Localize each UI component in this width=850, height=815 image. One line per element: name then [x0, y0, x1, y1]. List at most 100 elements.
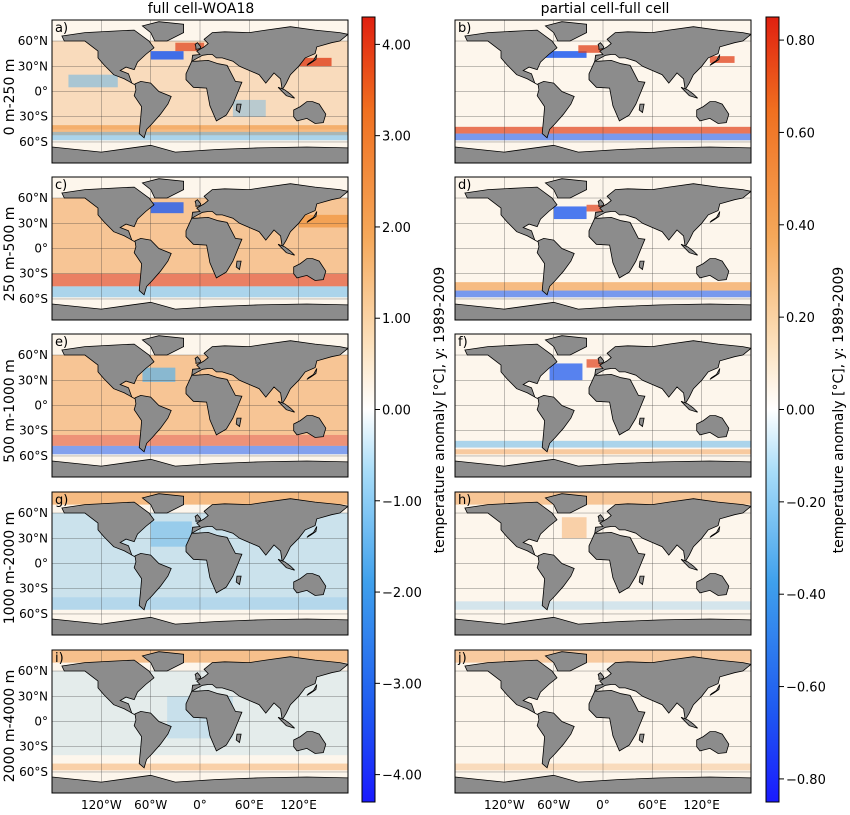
land-mass [594, 656, 751, 721]
land-mass [455, 774, 751, 793]
map-panel: c) 60°N 30°N 0° 30°S 60°S [18, 176, 349, 321]
land-mass [306, 54, 318, 66]
land-mass [709, 526, 721, 538]
land-mass [536, 552, 575, 611]
land-mass [696, 731, 730, 754]
land-mass [133, 710, 172, 769]
land-mass [52, 458, 348, 477]
land-mass [638, 733, 645, 744]
row-label-3: 1000 m-2000 m [2, 512, 18, 625]
lat-tick-label: 30°S [19, 740, 48, 754]
land-mass [133, 552, 172, 611]
lat-tick-label: 30°S [19, 582, 48, 596]
land-mass [185, 216, 243, 279]
land-mass [293, 101, 327, 124]
land-mass [235, 733, 242, 744]
panel-frame [454, 491, 752, 636]
lat-tick-label: 60°S [19, 765, 48, 779]
panel-frame [51, 19, 349, 164]
land-mass [594, 498, 751, 563]
panel-letter: g) [55, 493, 68, 508]
anomaly-band [68, 74, 118, 88]
land-mass [597, 199, 605, 207]
land-mass [61, 659, 155, 716]
anomaly-band [586, 359, 603, 368]
colorbar-left-gradient [361, 16, 376, 803]
colorbar-tick-label: 3.00 [382, 130, 411, 145]
panel-letter: c) [55, 178, 67, 193]
colorbar-tick-label: 0.00 [382, 404, 411, 419]
anomaly-band [150, 521, 192, 547]
land-mass [455, 144, 751, 163]
panel-frame [454, 176, 752, 321]
panel-letter: a) [55, 21, 68, 36]
land-mass [680, 243, 698, 256]
lat-tick-label: 60°N [18, 191, 48, 205]
land-mass [306, 211, 318, 223]
land-mass [709, 54, 721, 66]
land-mass [185, 531, 243, 594]
map-panel: h) [454, 491, 752, 636]
row-label-1: 250 m-500 m [2, 207, 18, 302]
anomaly-band [150, 202, 184, 214]
land-mass [455, 458, 751, 477]
panel-frame [51, 176, 349, 321]
lat-tick-label: 30°N [18, 531, 48, 545]
lon-tick-label: 120°W [81, 798, 122, 812]
anomaly-band [298, 57, 332, 67]
panel-letter: e) [55, 335, 68, 350]
land-mass [588, 373, 646, 436]
land-mass [277, 86, 295, 99]
colorbar-tick-label: −0.60 [786, 681, 826, 696]
land-mass [536, 80, 575, 139]
anomaly-band [545, 51, 587, 58]
anomaly-band [709, 56, 735, 63]
lat-tick-label: 0° [34, 85, 48, 99]
land-mass [277, 558, 295, 571]
lon-tick-label: 120°W [484, 798, 525, 812]
colorbar-tick-label: −0.80 [786, 773, 826, 788]
land-mass [194, 356, 202, 364]
lat-tick-label: 0° [34, 399, 48, 413]
land-mass [588, 59, 646, 122]
land-mass [293, 415, 327, 438]
land-mass [464, 186, 558, 243]
land-mass [185, 59, 243, 122]
land-mass [588, 216, 646, 279]
land-mass [185, 373, 243, 436]
colorbar-tick-label: −1.00 [382, 495, 422, 510]
lon-tick-label: 120°E [280, 798, 317, 812]
land-mass [464, 659, 558, 716]
lat-tick-label: 60°N [18, 348, 48, 362]
land-mass [141, 335, 185, 356]
map-panel: e) 60°N 30°N 0° 30°S 60°S [18, 333, 349, 478]
land-mass [235, 260, 242, 271]
colorbar-tick-label: 0.60 [786, 126, 815, 141]
land-mass [597, 42, 605, 50]
land-mass [680, 86, 698, 99]
land-mass [696, 101, 730, 124]
lon-tick-label: 60°W [537, 798, 570, 812]
land-mass [464, 29, 558, 86]
lon-tick-label: 0° [193, 798, 207, 812]
panel-letter: d) [458, 178, 471, 193]
lon-tick-label: 60°E [235, 798, 264, 812]
row-label-4: 2000 m-4000 m [2, 670, 18, 783]
row-label-0: 0 m-250 m [2, 59, 18, 136]
land-mass [709, 211, 721, 223]
map-panel: i) 60°N 30°N 0° 30°S 60°S 120°W 60°W 0° 60°E 120°E [18, 649, 349, 812]
colorbar-tick-label: −2.00 [382, 586, 422, 601]
map-panel: a) 60°N 30°N 0° 30°S 60°S [18, 19, 349, 164]
lat-tick-label: 30°N [18, 689, 48, 703]
land-mass [133, 237, 172, 296]
land-mass [638, 103, 645, 114]
panel-letter: h) [458, 493, 471, 508]
colorbar-right: 0.80 0.60 0.40 0.20 0.00 −0.20 −0.40 −0.60 −0.80… [765, 16, 847, 803]
map-panel: g) 60°N 30°N 0° 30°S 60°S [18, 491, 349, 636]
anomaly-band [553, 206, 587, 220]
colorbar-tick-label: 0.80 [786, 34, 815, 49]
land-mass [277, 243, 295, 256]
panel-frame [51, 649, 349, 794]
panel-letter: b) [458, 21, 471, 36]
land-mass [191, 656, 348, 721]
